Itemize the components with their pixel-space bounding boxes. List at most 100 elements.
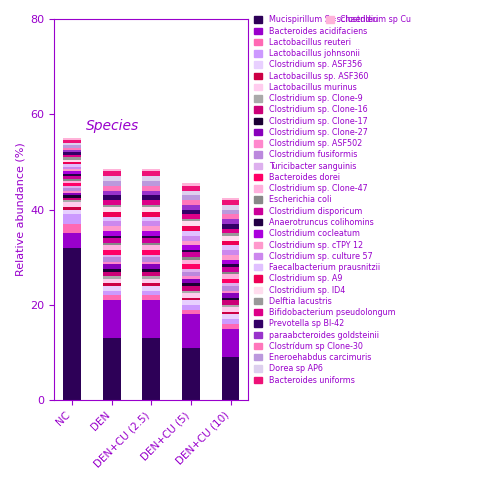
Bar	[222, 205, 240, 210]
Bar	[103, 238, 120, 243]
Bar	[103, 171, 120, 176]
Bar	[222, 236, 240, 241]
Bar	[103, 191, 120, 195]
Bar	[63, 176, 81, 179]
Bar	[103, 236, 120, 238]
Bar	[142, 231, 160, 236]
Bar	[103, 338, 120, 400]
Bar	[103, 217, 120, 222]
Bar	[182, 276, 200, 279]
Bar	[63, 150, 81, 152]
Bar	[182, 272, 200, 276]
Bar	[222, 200, 240, 205]
Bar	[103, 169, 120, 171]
Bar	[222, 300, 240, 305]
Bar	[103, 181, 120, 186]
Bar	[182, 279, 200, 284]
Bar	[63, 160, 81, 162]
Bar	[142, 243, 160, 245]
Bar	[222, 284, 240, 286]
Bar	[182, 348, 200, 400]
Bar	[182, 191, 200, 195]
Bar	[63, 169, 81, 171]
Bar	[142, 286, 160, 290]
Bar	[182, 284, 200, 286]
Bar	[63, 148, 81, 150]
Bar	[182, 269, 200, 272]
Bar	[222, 224, 240, 228]
Bar	[63, 191, 81, 193]
Bar	[63, 152, 81, 155]
Bar	[142, 284, 160, 286]
Bar	[182, 298, 200, 300]
Bar	[222, 324, 240, 329]
Bar	[103, 250, 120, 255]
Bar	[142, 181, 160, 186]
Bar	[103, 226, 120, 231]
Text: Species: Species	[86, 119, 139, 133]
Bar	[142, 238, 160, 243]
Bar	[142, 169, 160, 171]
Bar	[222, 307, 240, 312]
Bar	[142, 272, 160, 276]
Bar	[142, 338, 160, 400]
Bar	[63, 183, 81, 186]
Bar	[142, 186, 160, 191]
Bar	[142, 262, 160, 264]
Bar	[103, 205, 120, 207]
Bar	[63, 179, 81, 181]
Bar	[182, 310, 200, 315]
Bar	[182, 214, 200, 219]
Bar	[103, 300, 120, 338]
Bar	[103, 176, 120, 181]
Bar	[103, 286, 120, 290]
Bar	[103, 200, 120, 205]
Bar	[63, 197, 81, 200]
Bar	[63, 202, 81, 207]
Bar	[222, 219, 240, 224]
Bar	[142, 300, 160, 338]
Bar	[63, 210, 81, 214]
Bar	[142, 222, 160, 226]
Bar	[142, 264, 160, 269]
Bar	[222, 245, 240, 250]
Bar	[103, 290, 120, 295]
Bar	[103, 231, 120, 236]
Bar	[182, 236, 200, 241]
Bar	[182, 241, 200, 245]
Bar	[63, 145, 81, 148]
Bar	[63, 200, 81, 202]
Bar	[142, 255, 160, 257]
Bar	[222, 259, 240, 264]
Bar	[103, 255, 120, 257]
Bar	[142, 205, 160, 207]
Bar	[222, 315, 240, 319]
Bar	[222, 329, 240, 357]
Bar	[222, 228, 240, 233]
Bar	[222, 305, 240, 307]
Bar	[222, 293, 240, 298]
Bar	[182, 205, 200, 210]
Bar	[222, 290, 240, 293]
Bar	[182, 257, 200, 259]
Bar	[142, 250, 160, 255]
Y-axis label: Relative abundance (%): Relative abundance (%)	[15, 143, 25, 276]
Bar	[182, 200, 200, 205]
Bar	[222, 210, 240, 214]
Bar	[103, 279, 120, 284]
Bar	[142, 217, 160, 222]
Bar	[182, 264, 200, 269]
Bar	[182, 231, 200, 236]
Bar	[142, 176, 160, 181]
Bar	[142, 269, 160, 272]
Bar	[222, 286, 240, 290]
Bar	[222, 319, 240, 324]
Bar	[103, 222, 120, 226]
Bar	[142, 171, 160, 176]
Bar	[222, 357, 240, 400]
Bar	[63, 164, 81, 166]
Bar	[222, 267, 240, 272]
Bar	[63, 224, 81, 233]
Bar	[63, 138, 81, 140]
Bar	[142, 207, 160, 212]
